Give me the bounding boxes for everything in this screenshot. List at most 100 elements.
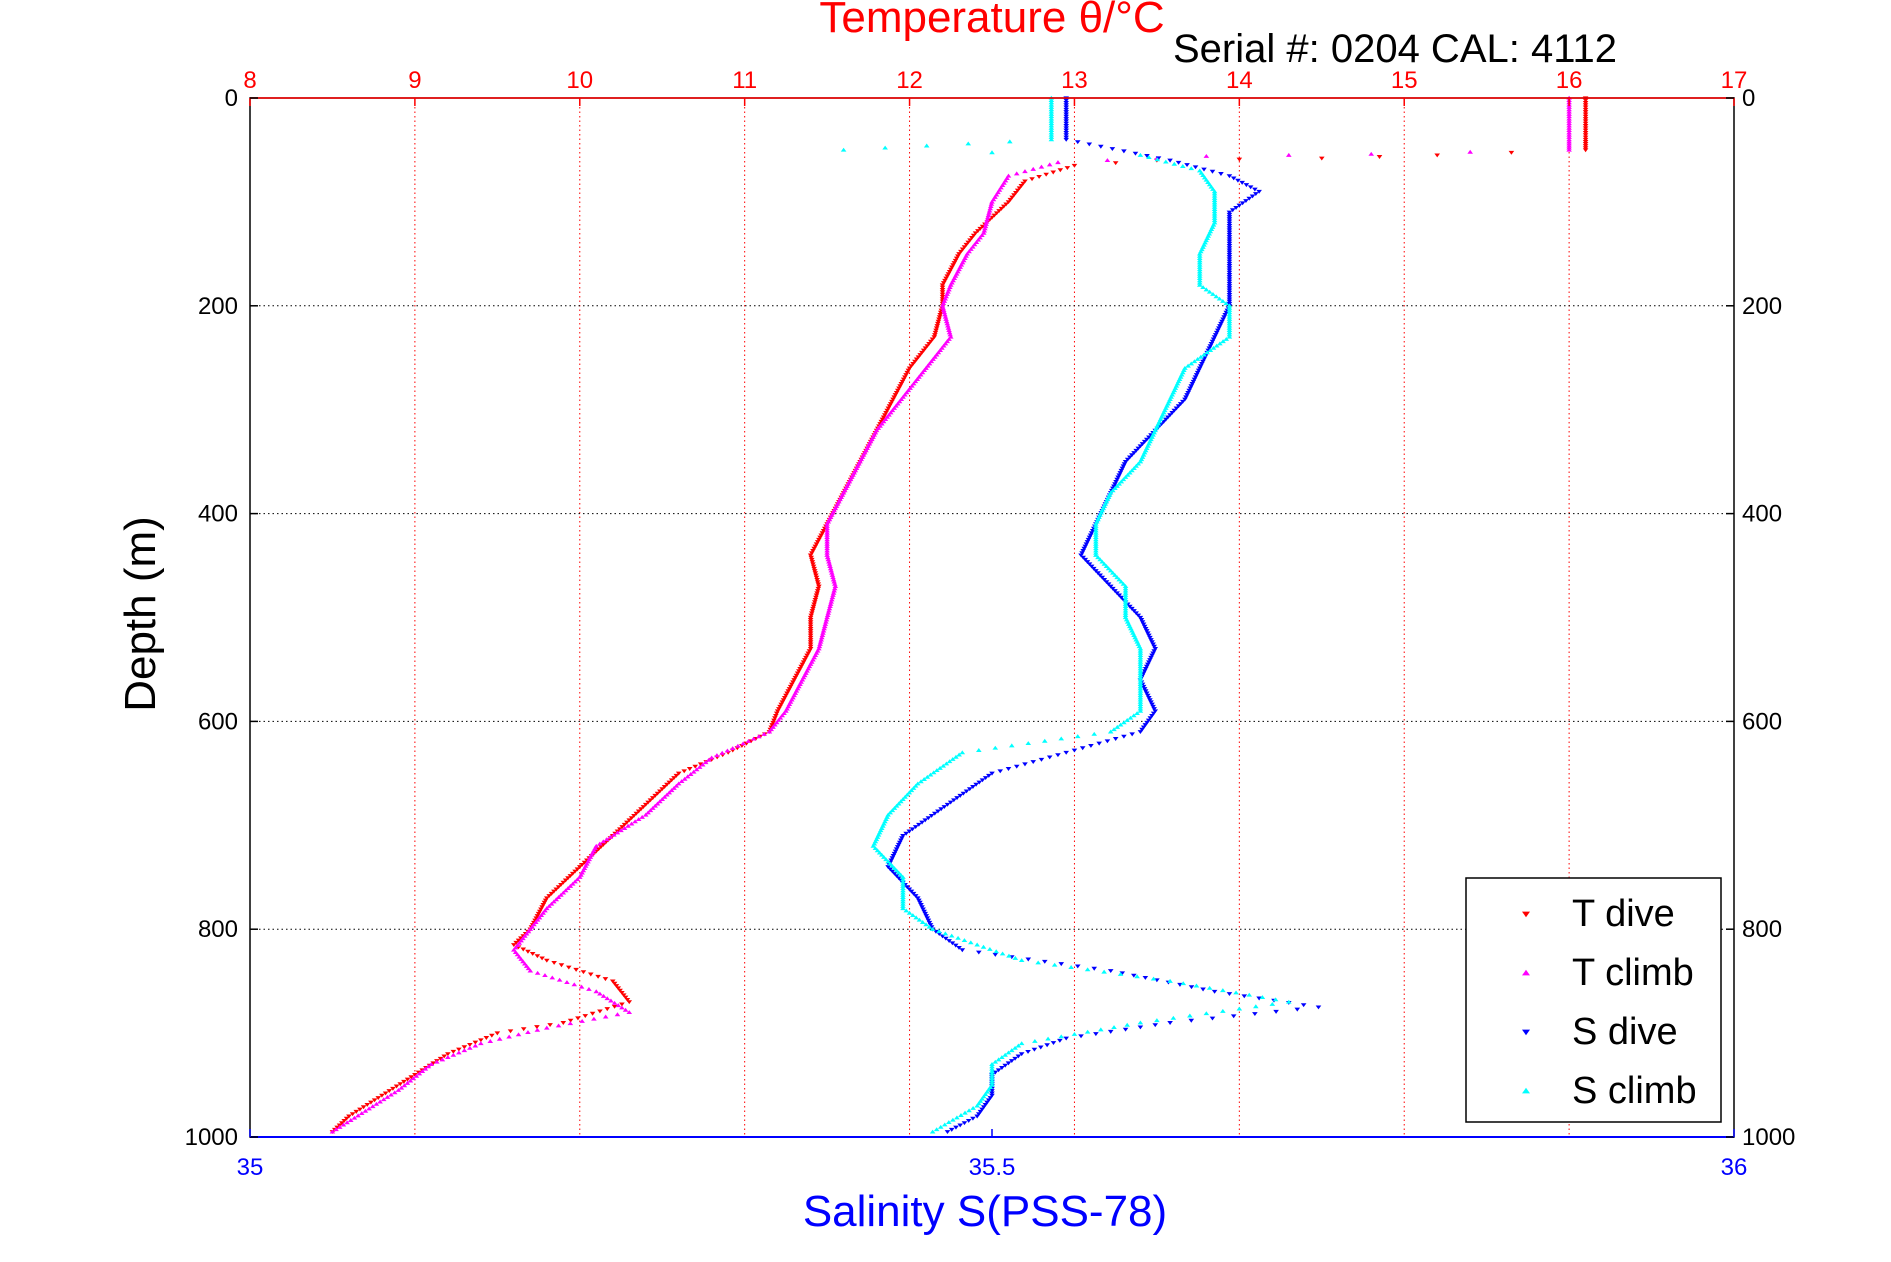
- data-point: [1226, 174, 1233, 179]
- data-point: [977, 226, 984, 231]
- data-point: [1093, 532, 1099, 537]
- data-point: [1226, 319, 1233, 324]
- data-point: [1050, 170, 1057, 175]
- top-tick-label: 8: [243, 67, 256, 94]
- data-point: [940, 763, 947, 768]
- data-point: [872, 846, 879, 850]
- data-point: [942, 278, 948, 283]
- data-point: [783, 693, 789, 698]
- top-tick-label: 10: [566, 67, 593, 94]
- data-point: [900, 879, 906, 884]
- data-point: [1122, 599, 1129, 604]
- data-point: [1218, 321, 1224, 326]
- data-point: [944, 292, 950, 296]
- data-point: [750, 736, 757, 741]
- data-point: [1025, 1049, 1031, 1054]
- data-point: [553, 897, 560, 902]
- data-point: [1093, 541, 1099, 546]
- data-point: [507, 1029, 514, 1034]
- data-point: [587, 972, 594, 977]
- legend-marker: [1522, 969, 1530, 976]
- data-point: [533, 916, 539, 921]
- data-point: [1044, 1043, 1050, 1048]
- data-point: [1582, 103, 1589, 108]
- data-point: [1008, 1048, 1015, 1053]
- data-point: [467, 1045, 473, 1050]
- data-point: [595, 974, 601, 979]
- data-point: [936, 932, 943, 937]
- data-point: [941, 805, 948, 809]
- data-point: [1226, 252, 1233, 257]
- data-point: [829, 570, 835, 575]
- data-point: [951, 261, 958, 265]
- data-point: [811, 602, 817, 607]
- data-point: [1196, 273, 1203, 278]
- data-point: [1084, 1029, 1091, 1034]
- data-point: [1211, 207, 1218, 212]
- data-point: [1582, 130, 1589, 135]
- data-point: [1137, 459, 1144, 464]
- data-point: [905, 368, 912, 373]
- data-point: [1211, 204, 1218, 209]
- data-point: [1122, 604, 1129, 609]
- data-point: [1211, 195, 1218, 200]
- data-point: [986, 210, 992, 215]
- data-point: [1005, 767, 1012, 771]
- data-point: [343, 1116, 350, 1121]
- data-point: [1117, 471, 1124, 476]
- data-point: [810, 604, 817, 609]
- data-point: [1167, 158, 1173, 163]
- data-point: [1142, 626, 1149, 631]
- data-point: [1226, 299, 1233, 304]
- data-point: [1294, 1007, 1301, 1012]
- data-point: [882, 145, 888, 150]
- data-point: [989, 1064, 995, 1069]
- data-point: [1137, 648, 1144, 653]
- data-point: [1226, 310, 1233, 315]
- data-point: [919, 905, 925, 910]
- data-point: [626, 1000, 633, 1005]
- data-point: [1063, 124, 1069, 128]
- data-point: [1103, 564, 1110, 568]
- data-point: [888, 858, 895, 863]
- data-point: [621, 826, 628, 830]
- data-point: [346, 1114, 352, 1119]
- data-point: [820, 630, 826, 635]
- data-point: [1582, 142, 1589, 146]
- data-point: [890, 397, 896, 402]
- data-point: [1063, 130, 1069, 135]
- data-point: [1226, 316, 1233, 321]
- data-point: [927, 339, 934, 344]
- data-point: [1137, 679, 1144, 684]
- data-point: [631, 813, 637, 818]
- data-point: [960, 791, 967, 796]
- data-point: [1196, 271, 1203, 276]
- legend-entry-label: T climb: [1572, 952, 1694, 994]
- data-point: [951, 798, 957, 803]
- data-point: [384, 1094, 391, 1099]
- data-point: [1093, 526, 1099, 531]
- data-point: [949, 265, 955, 270]
- data-point: [1048, 114, 1055, 119]
- data-point: [1005, 200, 1012, 205]
- data-point: [886, 404, 893, 409]
- data-point: [814, 540, 821, 545]
- data-point: [1055, 160, 1061, 165]
- data-point: [1175, 160, 1182, 165]
- data-point: [1127, 470, 1133, 475]
- data-point: [657, 789, 663, 794]
- data-point: [1048, 135, 1055, 139]
- data-point: [1211, 189, 1218, 194]
- data-point: [1022, 179, 1028, 184]
- data-point: [1048, 118, 1055, 123]
- data-point: [673, 773, 680, 778]
- data-point: [1144, 154, 1150, 158]
- data-point: [1111, 1025, 1117, 1030]
- data-point: [1214, 328, 1221, 333]
- data-point: [1107, 969, 1114, 973]
- data-point: [1256, 189, 1262, 194]
- data-point: [548, 901, 555, 906]
- data-point: [993, 949, 1000, 954]
- data-point: [1226, 235, 1233, 240]
- data-point: [1122, 597, 1129, 602]
